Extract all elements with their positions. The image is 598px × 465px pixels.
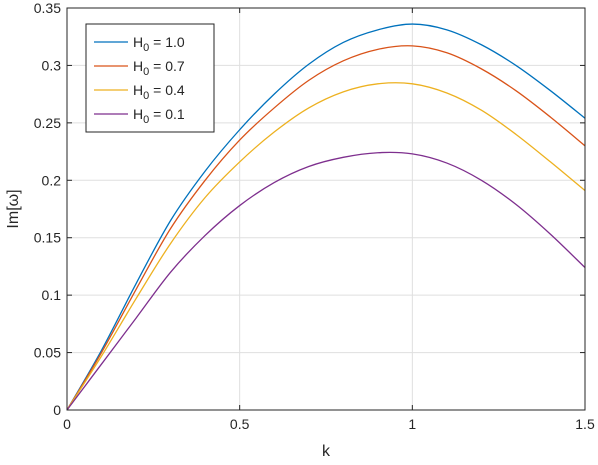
x-tick-label: 0 <box>63 416 71 432</box>
legend: H0 = 1.0 H0 = 0.7 H0 = 0.4 H0 = 0.1 <box>85 23 215 133</box>
y-tick-label: 0.1 <box>42 287 62 303</box>
y-tick-label: 0.3 <box>42 57 62 73</box>
series-line <box>66 82 586 411</box>
axes-frame <box>66 7 586 411</box>
x-axis-label: k <box>322 443 331 460</box>
y-tick-label: 0.05 <box>34 345 61 361</box>
legend-entry-label: H0 = 0.7 <box>133 58 185 78</box>
legend-entry-label: H0 = 0.1 <box>133 106 185 126</box>
series-line <box>66 45 586 411</box>
y-tick-label: 0.15 <box>34 230 61 246</box>
y-tick-label: 0.2 <box>42 172 62 188</box>
ticks: 0 0.5 1 1.5 0 0.05 0.1 0.15 0.2 0.25 0.3 0.35 <box>34 0 595 432</box>
series-line <box>66 151 586 411</box>
x-tick-label: 1 <box>408 416 416 432</box>
y-tick-label: 0.25 <box>34 115 61 131</box>
x-tick-label: 0.5 <box>230 416 250 432</box>
legend-entry-label: H0 = 0.4 <box>133 82 185 102</box>
legend-entry-label: H0 = 1.0 <box>133 34 185 54</box>
x-tick-label: 1.5 <box>575 416 595 432</box>
series-lines <box>66 23 586 411</box>
y-axis-label: Im[ω] <box>5 189 22 228</box>
series-line <box>66 23 586 411</box>
y-tick-label: 0 <box>53 402 61 418</box>
y-tick-label: 0.35 <box>34 0 61 16</box>
